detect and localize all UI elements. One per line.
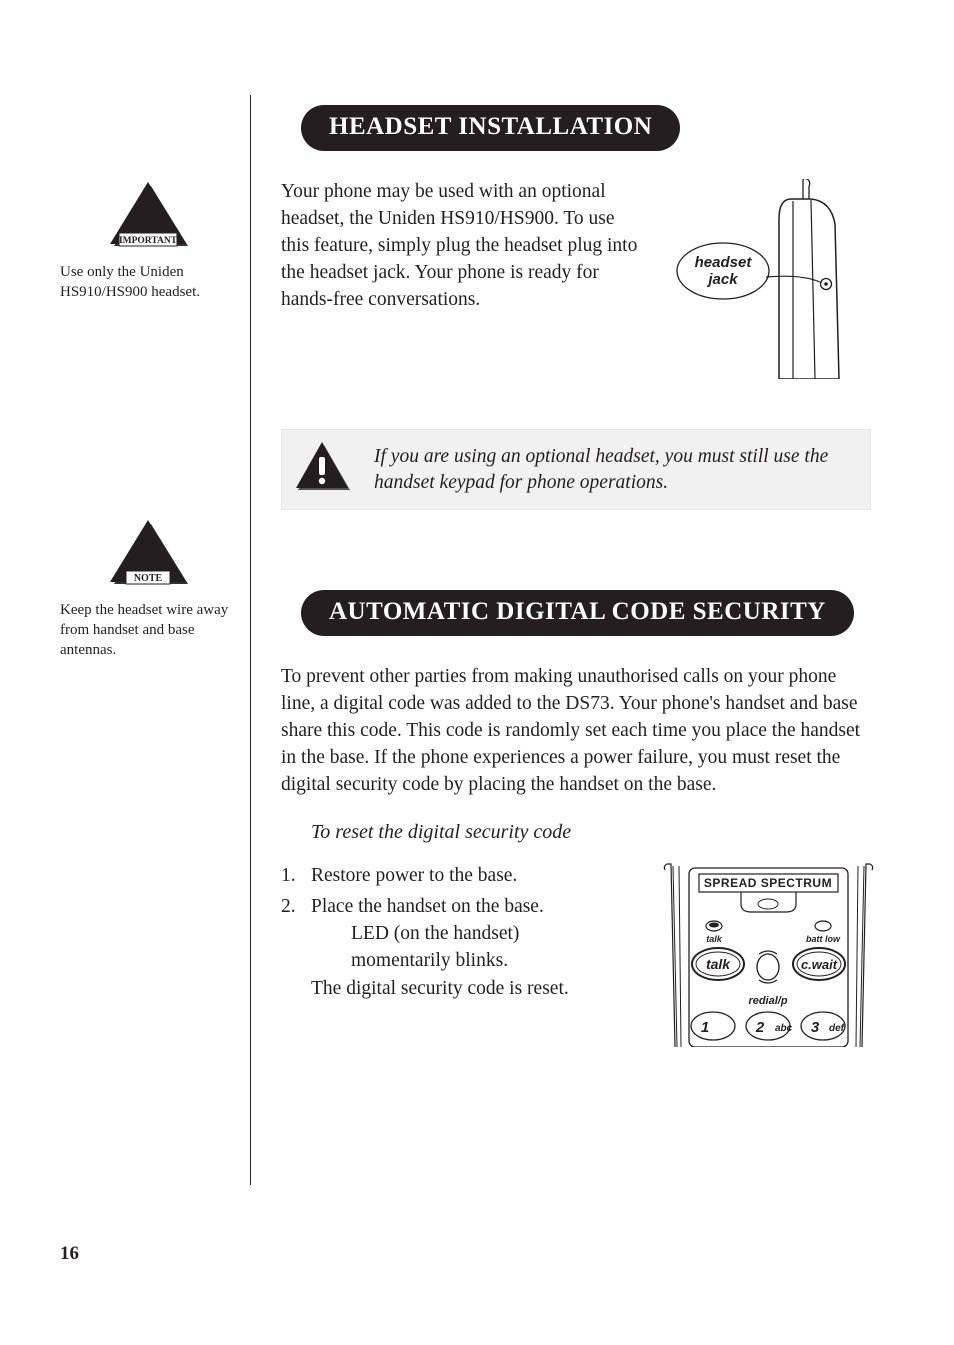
handset-figure: SPREAD SPECTRUM talk batt low (661, 862, 876, 1052)
svg-text:headset: headset (695, 254, 753, 271)
svg-text:SPREAD SPECTRUM: SPREAD SPECTRUM (704, 876, 832, 890)
svg-text:def: def (829, 1023, 846, 1034)
note-text: Keep the headset wire away from handset … (60, 600, 235, 661)
security-subhead: To reset the digital security code (311, 821, 880, 844)
headset-intro-text: Your phone may be used with an optional … (281, 179, 641, 314)
step-number: 2. (281, 893, 311, 1002)
important-text: Use only the Uniden HS910/HS900 headset. (60, 262, 235, 303)
note-callout: NOTE Keep the headset wire away from han… (60, 518, 235, 661)
step-2: 2. Place the handset on the base. LED (o… (281, 893, 621, 1002)
sidebar: IMPORTANT Use only the Uniden HS910/HS90… (60, 180, 235, 660)
steps-row: 1. Restore power to the base. 2. Place t… (281, 862, 880, 1052)
step-text: Place the handset on the base. LED (on t… (311, 893, 621, 1002)
svg-text:talk: talk (706, 934, 723, 944)
main-content: HEADSET INSTALLATION Your phone may be u… (250, 95, 880, 1185)
security-section: AUTOMATIC DIGITAL CODE SECURITY To preve… (281, 580, 880, 1052)
svg-text:redial/p: redial/p (748, 995, 787, 1007)
step-number: 1. (281, 862, 311, 889)
svg-text:NOTE: NOTE (133, 573, 162, 584)
security-intro-text: To prevent other parties from making una… (281, 664, 871, 799)
headset-jack-figure: headset jack (671, 179, 856, 384)
step2-main: Place the handset on the base. (311, 896, 544, 917)
svg-text:2: 2 (755, 1019, 765, 1036)
alert-triangle-icon (292, 440, 352, 499)
step2-sub1: LED (on the handset) momentarily blinks. (351, 920, 621, 975)
important-triangle-icon: IMPORTANT (106, 180, 190, 250)
svg-text:c.wait: c.wait (801, 957, 838, 972)
headset-alert-box: If you are using an optional headset, yo… (281, 429, 871, 510)
svg-text:1: 1 (701, 1019, 709, 1036)
svg-text:IMPORTANT: IMPORTANT (118, 236, 177, 246)
security-section-title: AUTOMATIC DIGITAL CODE SECURITY (301, 590, 854, 636)
headset-section-title: HEADSET INSTALLATION (301, 105, 680, 151)
manual-page: IMPORTANT Use only the Uniden HS910/HS90… (0, 0, 954, 1345)
step-1: 1. Restore power to the base. (281, 862, 621, 889)
svg-text:3: 3 (811, 1019, 820, 1036)
page-number: 16 (60, 1243, 79, 1265)
svg-text:batt low: batt low (806, 934, 841, 944)
step2-sub2: The digital security code is reset. (311, 975, 621, 1002)
svg-text:jack: jack (706, 271, 738, 288)
note-triangle-icon: NOTE (106, 518, 190, 588)
svg-text:talk: talk (706, 956, 731, 972)
headset-alert-text: If you are using an optional headset, yo… (374, 444, 852, 495)
important-callout: IMPORTANT Use only the Uniden HS910/HS90… (60, 180, 235, 303)
svg-text:abc: abc (775, 1023, 793, 1034)
step-text: Restore power to the base. (311, 862, 621, 889)
steps-list: 1. Restore power to the base. 2. Place t… (281, 862, 621, 1006)
headset-intro-row: Your phone may be used with an optional … (281, 179, 880, 384)
